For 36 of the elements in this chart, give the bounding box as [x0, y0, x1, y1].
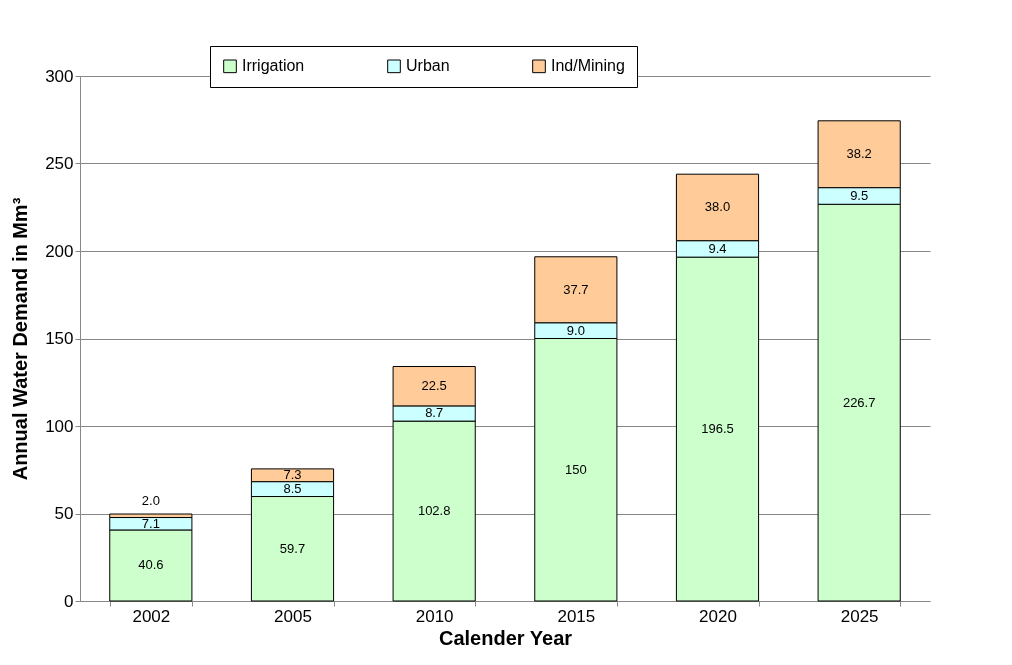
y-tick-label: 0 [64, 591, 74, 611]
data-label: 38.2 [846, 146, 872, 162]
x-tick-label: 2010 [415, 606, 454, 626]
x-axis-title: Calender Year [438, 626, 573, 649]
y-tick-label: 300 [45, 66, 74, 86]
data-label: 9.5 [850, 187, 869, 203]
data-label: 102.8 [417, 503, 451, 519]
legend-label: Ind/Mining [551, 57, 625, 75]
legend-label: Irrigation [242, 57, 305, 75]
data-label: 7.1 [141, 515, 160, 531]
y-tick-label: 150 [45, 329, 74, 348]
x-tick-label: 2005 [274, 606, 312, 626]
data-label: 59.7 [279, 540, 306, 556]
x-tick-label: 2002 [132, 606, 171, 626]
data-label: 7.3 [283, 467, 302, 483]
data-label: 38.0 [704, 199, 731, 215]
data-label: 8.7 [425, 405, 444, 421]
x-tick-label: 2025 [840, 606, 879, 626]
data-label: 37.7 [563, 281, 589, 297]
y-tick-label: 200 [45, 241, 74, 261]
y-tick-label: 100 [45, 416, 74, 436]
y-axis-title: Annual Water Demand in Mm³ [9, 197, 32, 481]
y-tick-label: 250 [45, 154, 74, 173]
data-label: 196.5 [701, 421, 734, 437]
x-tick-label: 2020 [699, 606, 737, 626]
data-label: 226.7 [842, 394, 876, 410]
data-label: 9.4 [708, 240, 727, 256]
data-label: 9.0 [566, 322, 585, 338]
x-tick-label: 2015 [557, 606, 596, 626]
data-label: 40.6 [138, 557, 164, 573]
data-label: 150 [564, 461, 587, 477]
data-label: 22.5 [421, 378, 447, 394]
legend-label: Urban [406, 57, 450, 75]
y-tick-label: 50 [54, 504, 74, 523]
data-label: 2.0 [141, 493, 160, 509]
data-label: 8.5 [283, 481, 302, 497]
